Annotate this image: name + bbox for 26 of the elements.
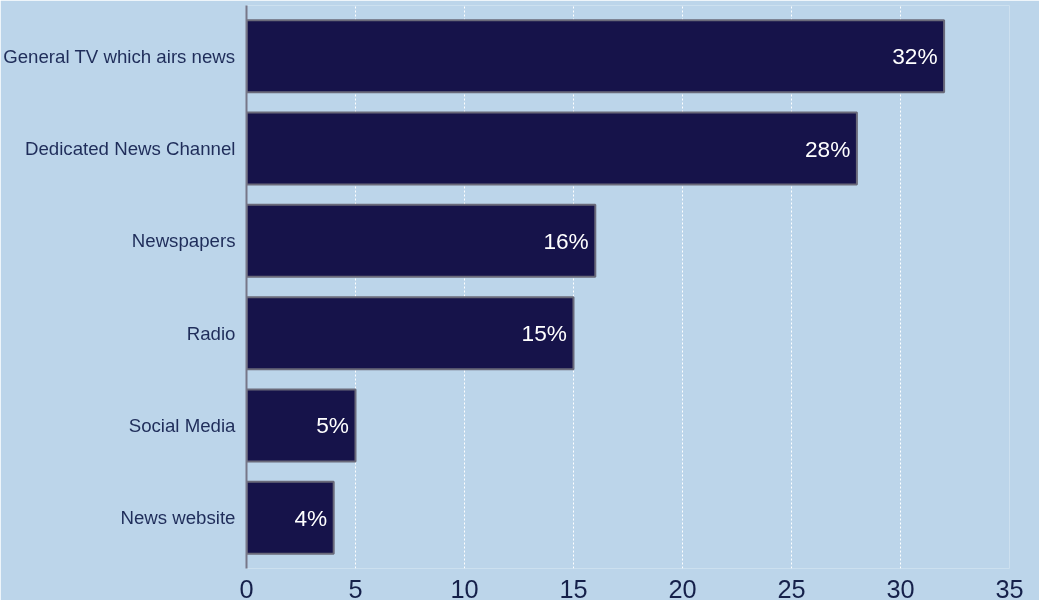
data-label: 28% <box>805 135 851 162</box>
bar <box>246 480 335 555</box>
x-tick-label: 0 <box>239 574 254 600</box>
x-tick-label: 10 <box>450 574 479 600</box>
y-tick-label: General TV which airs news <box>3 45 236 67</box>
x-tick-label: 25 <box>777 574 806 600</box>
x-tick-label: 15 <box>559 574 588 600</box>
y-tick-label: Social Media <box>128 414 237 436</box>
x-tick-label: 35 <box>995 574 1024 600</box>
data-label: 16% <box>543 227 589 254</box>
y-tick-label: Radio <box>186 322 236 344</box>
x-tick-label: 5 <box>348 574 363 600</box>
bar <box>246 296 575 371</box>
bar <box>246 111 858 186</box>
data-label: 4% <box>294 504 328 531</box>
bar <box>246 388 357 463</box>
data-label: 5% <box>316 412 349 439</box>
x-tick-label: 30 <box>886 574 915 600</box>
y-tick-label: News website <box>120 507 236 529</box>
data-label: 15% <box>521 320 567 347</box>
bar <box>246 19 946 94</box>
bar <box>246 203 597 278</box>
data-label: 32% <box>892 43 938 70</box>
y-tick-label: Newspapers <box>131 230 236 252</box>
x-tick-label: 20 <box>668 574 697 600</box>
y-tick-label: Dedicated News Channel <box>24 138 236 160</box>
